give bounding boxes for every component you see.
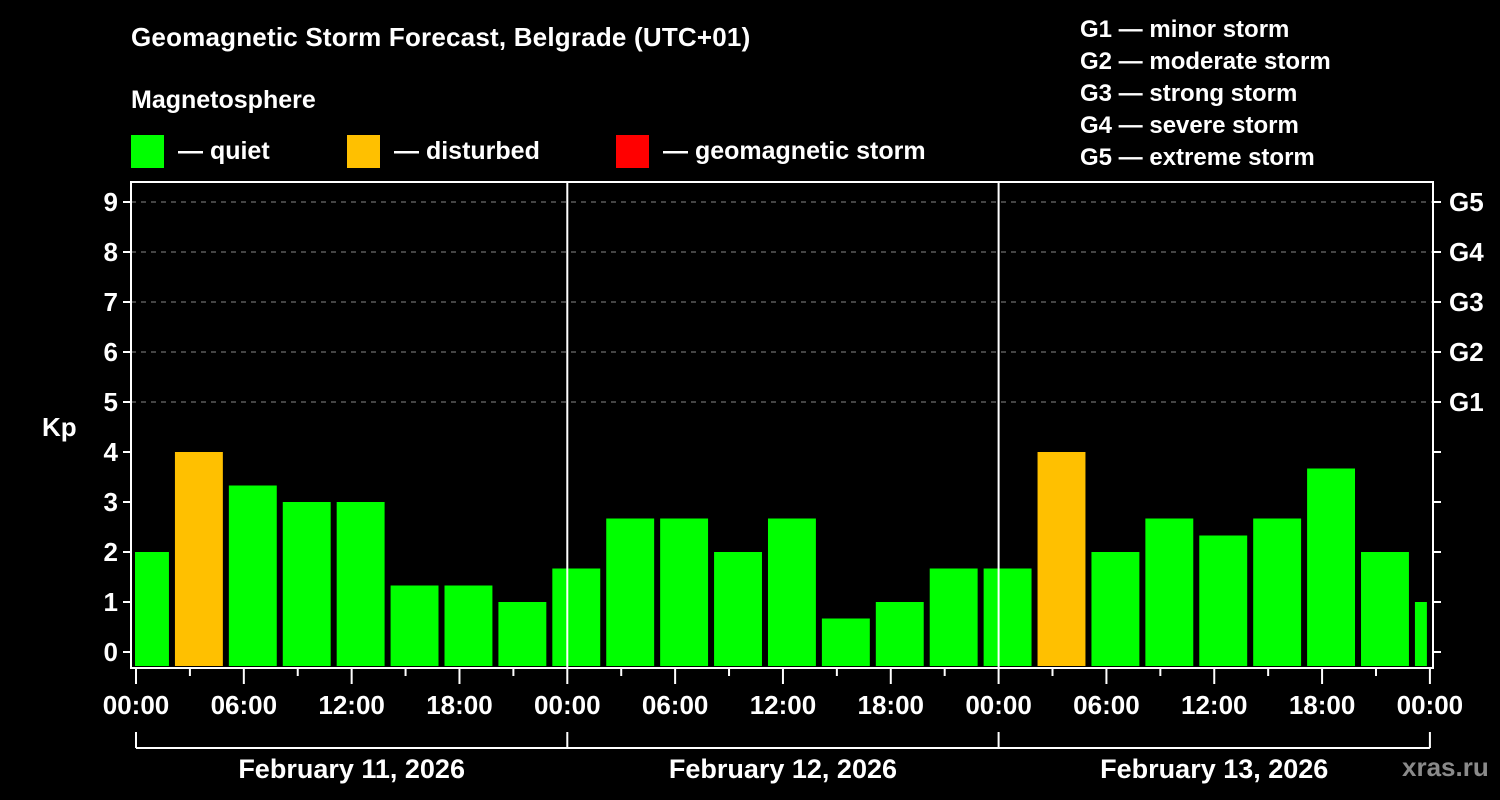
day-label: February 12, 2026	[668, 754, 898, 784]
kp-bar	[282, 502, 331, 666]
kp-bar	[1253, 518, 1302, 666]
y-tick-label: 0	[103, 637, 118, 667]
y-tick-label: 9	[103, 187, 118, 217]
day-label: February 11, 2026	[238, 754, 465, 784]
x-tick-label: 06:00	[210, 690, 278, 720]
kp-bar	[660, 518, 709, 666]
watermark: xras.ru	[1402, 752, 1489, 782]
kp-bar	[1037, 452, 1086, 666]
y-axis-label: Kp	[42, 412, 77, 442]
kp-bar	[1307, 468, 1356, 666]
g-scale-label: G4	[1449, 237, 1484, 267]
kp-bar	[875, 602, 924, 666]
kp-bar	[767, 518, 816, 666]
storm-swatch	[616, 134, 649, 168]
kp-bar	[135, 552, 169, 666]
x-tick-label: 00:00	[1396, 690, 1464, 720]
g3-legend: G3 — strong storm	[1080, 80, 1298, 107]
y-tick-label: 8	[103, 237, 118, 267]
x-tick-label: 06:00	[1073, 690, 1140, 720]
x-tick-label: 06:00	[641, 690, 709, 720]
kp-bar	[1199, 535, 1248, 666]
x-tick-label: 12:00	[1181, 690, 1248, 720]
day-label: February 13, 2026	[1100, 754, 1329, 784]
disturbed-swatch	[347, 134, 380, 168]
legend-quiet-label: — quiet	[178, 136, 270, 165]
g-scale-label: G1	[1449, 387, 1484, 417]
kp-bar	[336, 502, 385, 666]
legend-quiet: — quiet	[131, 134, 270, 168]
y-tick-label: 5	[103, 387, 118, 417]
kp-bar	[1145, 518, 1194, 666]
y-tick-label: 4	[103, 437, 118, 467]
kp-bar	[929, 568, 978, 666]
kp-bar	[983, 568, 1032, 666]
kp-bar	[390, 585, 439, 666]
kp-bar	[1414, 602, 1427, 666]
legend-disturbed: — disturbed	[347, 134, 540, 168]
g-scale-legend: G1 — minor storm G2 — moderate storm G3 …	[1080, 14, 1331, 174]
x-tick-label: 00:00	[102, 690, 170, 720]
g-scale-label: G3	[1449, 287, 1484, 317]
kp-bar	[228, 485, 277, 666]
quiet-swatch	[131, 134, 164, 168]
x-tick-label: 18:00	[1288, 690, 1356, 720]
g-scale-label: G2	[1449, 337, 1484, 367]
x-tick-label: 12:00	[318, 690, 385, 720]
kp-bar	[444, 585, 493, 666]
legend-heading: Magnetosphere	[131, 86, 316, 114]
legend-storm: — geomagnetic storm	[616, 134, 926, 168]
y-tick-label: 7	[103, 287, 118, 317]
g5-legend: G5 — extreme storm	[1080, 144, 1315, 171]
kp-bar	[1361, 552, 1409, 666]
legend-disturbed-label: — disturbed	[394, 136, 540, 165]
kp-bar	[174, 452, 223, 666]
y-tick-label: 1	[103, 587, 118, 617]
x-tick-label: 18:00	[857, 690, 925, 720]
kp-bar	[714, 552, 762, 666]
x-tick-label: 00:00	[965, 690, 1032, 720]
y-tick-label: 6	[103, 337, 118, 367]
x-tick-label: 12:00	[749, 690, 817, 720]
kp-bar	[498, 602, 547, 666]
chart-title: Geomagnetic Storm Forecast, Belgrade (UT…	[131, 22, 751, 52]
kp-bar	[606, 518, 655, 666]
x-tick-label: 18:00	[426, 690, 493, 720]
kp-bar	[821, 618, 870, 666]
x-tick-label: 00:00	[534, 690, 601, 720]
legend-storm-label: — geomagnetic storm	[663, 136, 926, 165]
g4-legend: G4 — severe storm	[1080, 112, 1299, 139]
y-tick-label: 2	[103, 537, 118, 567]
kp-bar	[552, 568, 601, 666]
g1-legend: G1 — minor storm	[1080, 16, 1290, 43]
g-scale-label: G5	[1449, 187, 1484, 217]
g2-legend: G2 — moderate storm	[1080, 48, 1331, 75]
kp-bar	[1091, 552, 1140, 666]
y-tick-label: 3	[103, 487, 118, 517]
